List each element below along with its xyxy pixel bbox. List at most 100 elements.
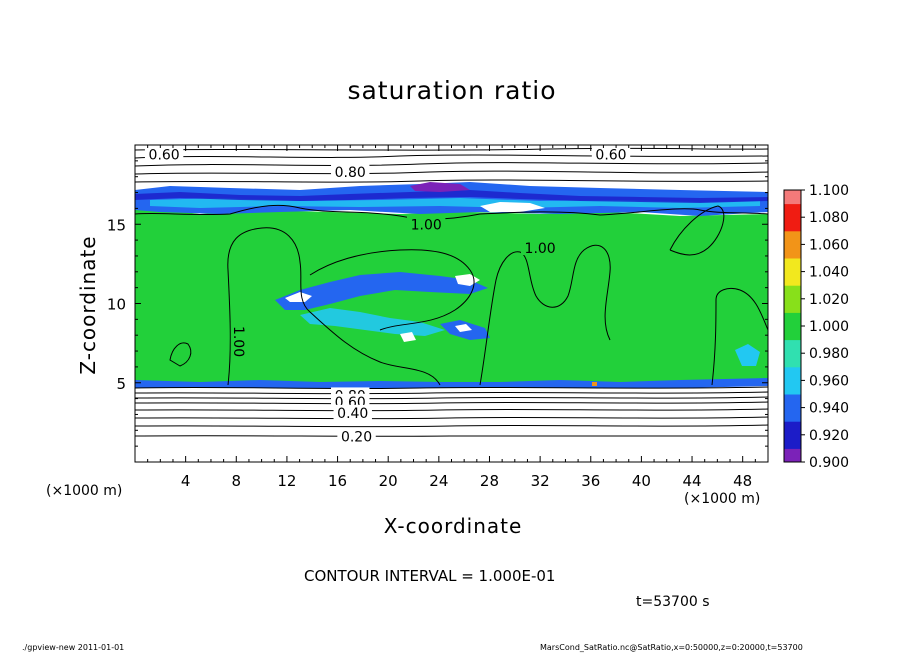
dry-patch-top (410, 182, 470, 192)
contour-bottom-3 (135, 396, 768, 400)
cloud-patch-mid-4 (285, 292, 312, 302)
contour-bottom-1 (135, 386, 768, 390)
contour-bottom-7 (135, 424, 768, 428)
colorbar-label-5: 1.000 (809, 319, 849, 335)
contour-bottom-6 (135, 416, 768, 420)
colorbar-segment-9-low (784, 203, 801, 218)
contour-one-right-3 (711, 287, 768, 386)
colorbar-segment-7-high (784, 244, 801, 259)
contour-label-bg-1 (591, 146, 631, 162)
contour-top-1 (135, 147, 768, 151)
contour-label-1: 0.60 (595, 148, 626, 164)
contour-lines (135, 147, 768, 437)
contour-label-8: 0.40 (337, 406, 368, 422)
x-tick-label-7: 32 (531, 472, 550, 490)
colorbar-label-10: 1.100 (809, 183, 849, 199)
x-unit-label-right: (×1000 m) (684, 491, 761, 507)
x-tick-label-4: 20 (379, 472, 398, 490)
x-tick-label-8: 36 (581, 472, 600, 490)
colorbar-label-3: 0.960 (809, 373, 849, 389)
contour-label-bg-8 (333, 404, 372, 420)
contour-top-5 (135, 179, 768, 183)
contour-one-right-2 (669, 205, 725, 256)
contour-label-bg-3 (406, 216, 446, 232)
contour-top-3 (135, 162, 768, 167)
colorbar-label-9: 1.080 (809, 210, 849, 226)
colorbar-segment-8-low (784, 230, 801, 245)
colorbar-segment-5-low (784, 312, 801, 327)
supersaturated-spot (592, 382, 597, 386)
contour-one-mid (309, 249, 475, 331)
colorbar-segment-6-high (784, 271, 801, 286)
contour-top-4 (135, 170, 768, 175)
x-tick-label-10: 44 (682, 472, 701, 490)
contour-label-9: 0.20 (341, 430, 372, 446)
colorbar-segment-9-high (784, 190, 801, 205)
x-tick-label-6: 28 (480, 472, 499, 490)
x-axis-label: X-coordinate (383, 514, 523, 538)
colorbar-label-4: 0.980 (809, 346, 849, 362)
colorbar-segment-2-high (784, 380, 801, 395)
time-stamp: t=53700 s (636, 594, 710, 610)
colorbar-label-7: 1.040 (809, 265, 849, 281)
colorbar-segment-3-low (784, 366, 801, 381)
contour-bottom-8 (135, 435, 768, 437)
contour-one-right-1 (479, 244, 611, 386)
colorbar-segment-2-low (784, 394, 801, 409)
colorbar-label-6: 1.020 (809, 292, 849, 308)
contour-bottom-4 (135, 401, 768, 405)
colorbar-segment-1-high (784, 407, 801, 422)
colorbar-label-2: 0.940 (809, 401, 849, 417)
white-gap-top (480, 202, 545, 212)
cloud-patch-mid-1 (275, 272, 488, 310)
contour-label-layer: 0.600.600.801.001.001.000.800.600.400.20 (144, 146, 631, 446)
saturated-region (135, 206, 768, 386)
contour-top-2 (135, 154, 768, 159)
x-tick-label-0: 4 (181, 472, 191, 490)
contour-bottom-5 (135, 408, 768, 412)
contour-label-5: 1.00 (230, 326, 246, 357)
colorbar-segment-1-low (784, 421, 801, 436)
x-unit-label-left: (×1000 m) (46, 483, 123, 499)
contour-label-bg-0 (144, 146, 184, 162)
colorbar-segment-6-low (784, 285, 801, 300)
colorbar-segment-7-low (784, 258, 801, 273)
footer-left-text: ./gpview-new 2011-01-01 (22, 643, 125, 652)
colorbar-segment-5-high (784, 298, 801, 313)
contour-interval-text: CONTOUR INTERVAL = 1.000E-01 (304, 567, 556, 585)
contour-bottom-2 (135, 391, 768, 395)
contour-label-bg-9 (337, 428, 376, 444)
cloud-band-bottom (135, 378, 768, 390)
x-tick-label-5: 24 (429, 472, 448, 490)
cloud-patch-mid-7 (455, 324, 472, 332)
x-tick-label-11: 48 (733, 472, 752, 490)
contour-one-main (135, 204, 768, 220)
colorbar-segment-3-high (784, 353, 801, 368)
x-tick-label-3: 16 (328, 472, 347, 490)
colorbar-segment-4-high (784, 326, 801, 341)
saturation-field (135, 145, 768, 462)
contour-one-left-dome (227, 227, 441, 386)
colorbar-segment-4-low (784, 339, 801, 354)
contour-label-bg-5 (230, 322, 247, 361)
cloud-patch-mid-2 (300, 308, 445, 336)
contour-one-left-bump (169, 342, 192, 367)
colorbar-segment-0-high (784, 434, 801, 449)
contour-label-bg-4 (520, 240, 560, 256)
x-tick-label-9: 40 (632, 472, 651, 490)
colorbar-segment-8-high (784, 217, 801, 232)
chart-title: saturation ratio (347, 76, 557, 105)
y-tick-label-1: 10 (107, 296, 126, 314)
colorbar-segment-0-low (784, 448, 801, 463)
colorbar-label-8: 1.060 (809, 237, 849, 253)
contour-label-4: 1.00 (525, 241, 556, 257)
x-tick-label-2: 12 (277, 472, 296, 490)
contour-label-2: 0.80 (335, 165, 366, 181)
contour-label-0: 0.60 (149, 148, 180, 164)
colorbar: 0.900 0.920 0.940 0.960 0.980 1.000 1.020 1.040… (783, 183, 849, 471)
cloud-band-top-dark (135, 190, 768, 203)
contour-label-bg-2 (331, 163, 370, 179)
cloud-patch-right (735, 344, 760, 366)
